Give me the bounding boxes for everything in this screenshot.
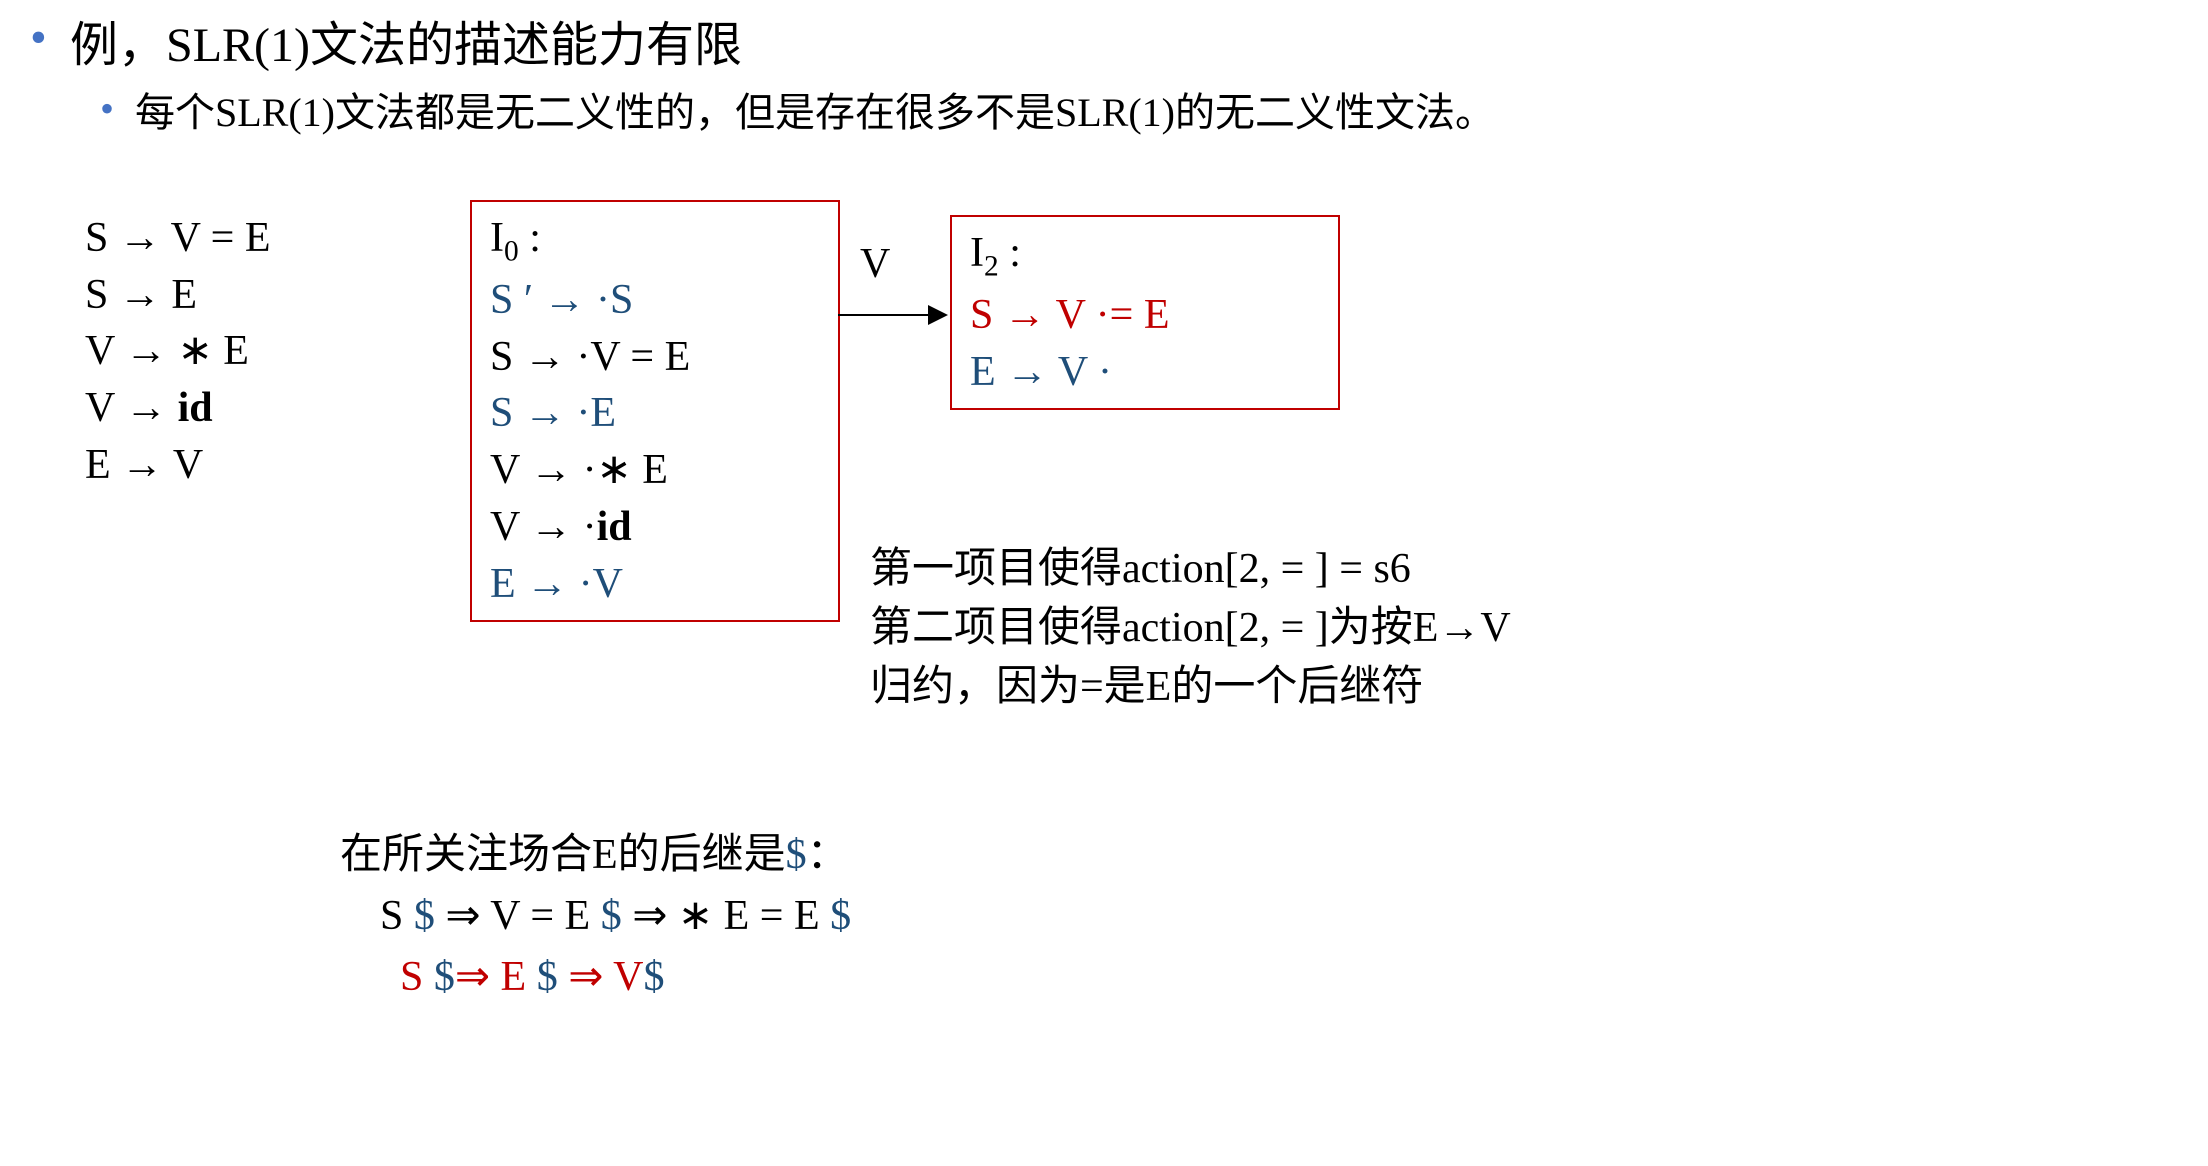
state-item: S → ·E [490, 385, 820, 442]
state-label: I0 : [490, 210, 820, 272]
explanation-line: 归约，因为=是E的一个后继符 [870, 658, 1511, 717]
state-item: V → ·∗ E [490, 442, 820, 499]
transition-arrow [838, 295, 953, 335]
derivation-intro: 在所关注场合E的后继是$： [340, 825, 851, 886]
derivation-line: S $ ⇒ V = E $ ⇒ ∗ E = E $ [380, 886, 851, 947]
transition-label: V [860, 240, 890, 288]
derivation-block: 在所关注场合E的后继是$： S $ ⇒ V = E $ ⇒ ∗ E = E $ … [340, 825, 851, 1008]
title-sub: 每个SLR(1)文法都是无二义性的，但是存在很多不是SLR(1)的无二义性文法。 [135, 80, 1495, 138]
grammar-rule: S → V = E [85, 210, 271, 267]
bullet-sub: • [100, 85, 114, 132]
grammar-rule: E → V [85, 437, 271, 494]
arrow-line [838, 314, 933, 316]
state-item: E → ·V [490, 556, 820, 613]
state-label: I2 : [970, 225, 1320, 287]
state-item: E → V · [970, 344, 1320, 401]
arrow-head-icon [928, 305, 948, 325]
grammar-rules: S → V = E S → E V → ∗ E V → id E → V [85, 210, 271, 493]
state-i0-box: I0 : S ′ → ·S S → ·V = E S → ·E V → ·∗ E… [470, 200, 840, 622]
derivation-line: S $⇒ E $ ⇒ V$ [400, 947, 851, 1008]
state-i2-box: I2 : S → V ·= E E → V · [950, 215, 1340, 410]
grammar-rule: S → E [85, 267, 271, 324]
state-item: S → ·V = E [490, 329, 820, 386]
state-item: V → ·id [490, 499, 820, 556]
state-item: S ′ → ·S [490, 272, 820, 329]
bullet-main: • [30, 10, 47, 65]
title-main: 例，SLR(1)文法的描述能力有限 [70, 5, 742, 75]
grammar-rule: V → id [85, 380, 271, 437]
state-item: S → V ·= E [970, 287, 1320, 344]
explanation-text: 第一项目使得action[2, = ] = s6 第二项目使得action[2,… [870, 540, 1511, 716]
explanation-line: 第二项目使得action[2, = ]为按E→V [870, 599, 1511, 658]
explanation-line: 第一项目使得action[2, = ] = s6 [870, 540, 1511, 599]
grammar-rule: V → ∗ E [85, 323, 271, 380]
